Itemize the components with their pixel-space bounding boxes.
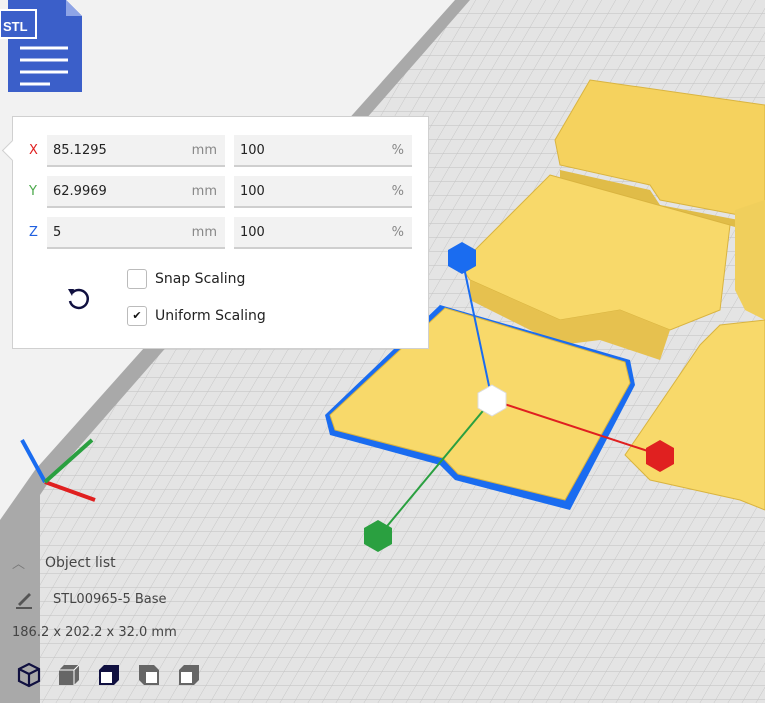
- field-value: 100: [240, 184, 265, 199]
- unit-label: %: [391, 225, 404, 240]
- view-right-icon[interactable]: [176, 662, 202, 688]
- scale-handle-center: [477, 384, 507, 417]
- y-percent-input[interactable]: 100%: [234, 176, 412, 208]
- snap-scaling-checkbox[interactable]: [127, 269, 147, 289]
- stl-file-icon: STL: [0, 0, 82, 92]
- object-dimensions: 186.2 x 202.2 x 32.0 mm: [12, 625, 177, 640]
- unit-label: mm: [191, 143, 217, 158]
- field-value: 100: [240, 225, 265, 240]
- scale-handle-y: [364, 520, 392, 552]
- z-mm-input[interactable]: 5 mm: [47, 217, 225, 249]
- scale-tool-panel: X 85.1295 mm 100% Y 62.9969 mm 100% Z 5 mm …: [12, 116, 429, 349]
- chevron-up-icon: ︿: [12, 557, 26, 572]
- field-value: 85.1295: [53, 143, 107, 158]
- axis-label-y: Y: [29, 184, 37, 199]
- unit-label: %: [391, 143, 404, 158]
- transform-gizmo[interactable]: [364, 242, 674, 552]
- scale-handle-x: [646, 440, 674, 472]
- x-percent-input[interactable]: 100%: [234, 135, 412, 167]
- view-top-icon[interactable]: [96, 662, 122, 688]
- object-list-header: Object list: [45, 555, 116, 571]
- scale-handle-z: [448, 242, 476, 274]
- axis-label-z: Z: [29, 225, 38, 240]
- view-left-icon[interactable]: [136, 662, 162, 688]
- x-mm-input[interactable]: 85.1295 mm: [47, 135, 225, 167]
- origin-axes: [20, 438, 96, 502]
- y-mm-input[interactable]: 62.9969 mm: [47, 176, 225, 208]
- field-value: 5: [53, 225, 62, 240]
- uniform-scaling-label: Uniform Scaling: [155, 308, 266, 324]
- view-3d-icon[interactable]: [16, 662, 42, 688]
- unit-label: %: [391, 184, 404, 199]
- z-percent-input[interactable]: 100%: [234, 217, 412, 249]
- object-name: STL00965-5 Base: [53, 592, 167, 607]
- field-value: 62.9969: [53, 184, 107, 199]
- uniform-scaling-checkbox[interactable]: ✔: [127, 306, 147, 326]
- model-right-cup: [735, 200, 765, 320]
- rotate-ccw-icon[interactable]: [65, 285, 91, 311]
- snap-scaling-label: Snap Scaling: [155, 271, 246, 287]
- stl-badge-label: STL: [3, 19, 28, 34]
- axis-label-x: X: [29, 143, 38, 158]
- unit-label: mm: [191, 184, 217, 199]
- unit-label: mm: [191, 225, 217, 240]
- field-value: 100: [240, 143, 265, 158]
- pencil-icon[interactable]: [14, 590, 36, 610]
- model-back-right: [554, 79, 765, 235]
- view-front-icon[interactable]: [56, 662, 82, 688]
